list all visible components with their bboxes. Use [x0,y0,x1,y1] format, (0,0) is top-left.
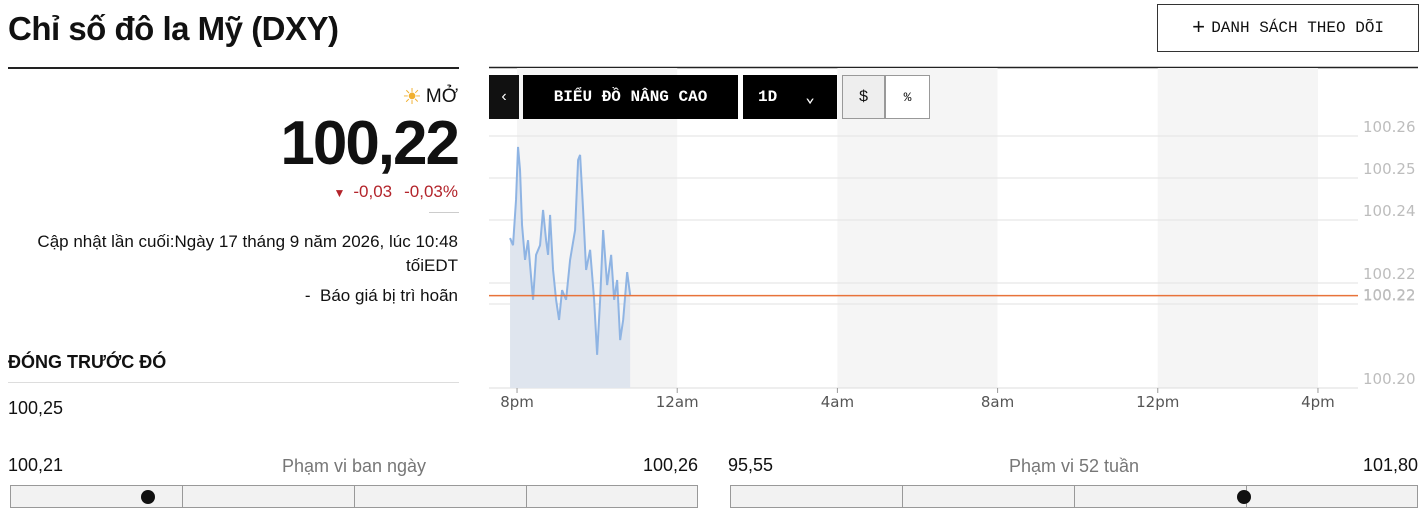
range-divider [526,485,527,508]
collapse-button[interactable]: ‹ [489,75,519,119]
range-label: Phạm vi ban ngày [281,456,427,476]
x-tick-label: 4am [821,393,854,411]
market-status: ☀ MỞ [402,84,458,110]
divider [429,212,459,213]
range-divider [1074,485,1075,508]
previous-close-label: ĐÓNG TRƯỚC ĐÓ [8,352,167,372]
range-marker [140,490,155,504]
watchlist-label: DANH SÁCH THEO DÕI [1211,19,1385,37]
status-text: MỞ [425,86,458,107]
x-tick-label: 12am [656,393,699,411]
change-percent: -0,03% [404,182,458,201]
range-high: 100,26 [642,455,698,475]
sun-icon: ☀ [402,84,422,109]
dollar-toggle[interactable]: $ [842,75,885,119]
plus-icon: + [1191,15,1206,41]
divider [8,67,459,69]
page-title: Chỉ số đô la Mỹ (DXY) [8,10,339,47]
watchlist-button[interactable]: + DANH SÁCH THEO DÕI [1157,4,1419,52]
period-select[interactable]: 1D ⌄ [743,75,837,119]
change: -0,03 [353,182,393,201]
range-low: 100,21 [8,455,64,475]
range-divider [902,485,903,508]
time-band [1157,68,1318,388]
y-tick-label: 100.24 [1363,202,1416,220]
delayed-note: - Báo giá bị trì hoãn [304,286,458,305]
price: 100,22 [280,109,460,178]
y-tick-label: 100.26 [1363,118,1416,136]
change-row: ▼ -0,03 -0,03% [333,182,458,202]
range-divider [354,485,355,508]
divider [8,382,459,383]
down-arrow: ▼ [333,186,346,200]
advanced-chart-button[interactable]: BIỂU ĐỒ NÂNG CAO [523,75,738,119]
range-marker [1237,490,1252,504]
previous-close-value: 100,25 [8,398,64,418]
y-tick-label: 100.22 [1363,265,1416,283]
period-label: 1D [758,88,778,106]
x-tick-label: 8am [981,393,1014,411]
chevron: ⌄ [805,89,815,107]
y-tick-label: 100.22 [1363,286,1416,304]
range-divider [182,485,183,508]
range-label: Phạm vi 52 tuần [1008,456,1140,476]
range-low: 95,55 [728,455,774,475]
percent-toggle[interactable]: % [885,75,930,119]
x-tick-label: 8pm [500,393,534,411]
y-tick-label: 100.20 [1363,370,1416,388]
x-tick-label: 4pm [1301,393,1335,411]
y-tick-label: 100.25 [1363,160,1416,178]
current-price-label: 100.22 [1363,287,1416,305]
updated: Cập nhật lần cuối:Ngày 17 tháng 9 năm 20… [37,232,458,275]
time-band [837,68,998,388]
x-tick-label: 12pm [1136,393,1179,411]
range-high: 101,80 [1362,455,1418,475]
